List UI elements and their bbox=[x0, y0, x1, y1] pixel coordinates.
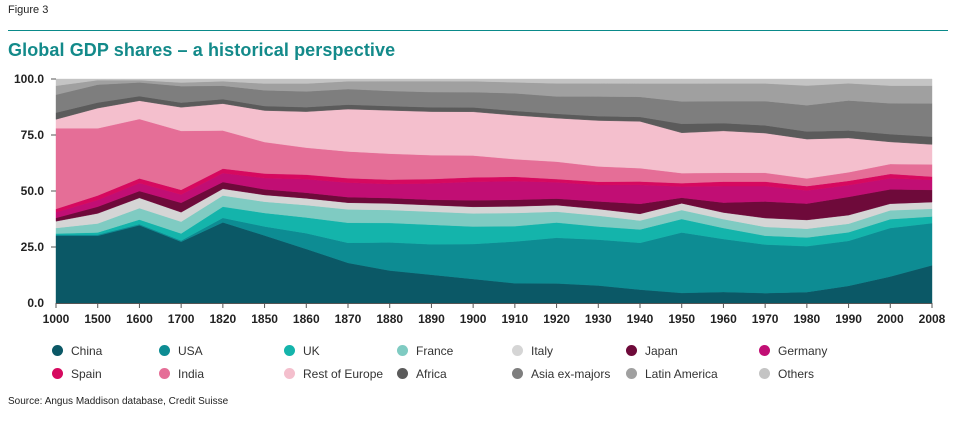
chart-title: Global GDP shares – a historical perspec… bbox=[8, 40, 396, 60]
y-tick-label: 50.0 bbox=[21, 184, 45, 198]
x-tick-label: 1990 bbox=[835, 312, 862, 326]
legend-swatch bbox=[159, 368, 170, 379]
x-tick-label: 1970 bbox=[752, 312, 779, 326]
x-tick-label: 1910 bbox=[502, 312, 529, 326]
legend-item-france: France bbox=[397, 344, 453, 358]
y-tick-label: 25.0 bbox=[21, 240, 45, 254]
legend-label: UK bbox=[303, 344, 320, 358]
legend-swatch bbox=[759, 368, 770, 379]
figure-label: Figure 3 bbox=[8, 4, 49, 16]
legend-label: China bbox=[71, 344, 103, 358]
legend-item-others: Others bbox=[759, 367, 814, 381]
legend-label: Spain bbox=[71, 367, 102, 381]
x-tick-label: 1870 bbox=[335, 312, 362, 326]
x-tick-label: 1890 bbox=[418, 312, 445, 326]
legend-item-india: India bbox=[159, 367, 204, 381]
title-divider bbox=[8, 30, 948, 31]
x-tick-label: 1920 bbox=[543, 312, 570, 326]
legend-label: India bbox=[178, 367, 205, 381]
legend-label: Others bbox=[778, 367, 815, 381]
legend-label: Japan bbox=[645, 344, 678, 358]
legend-item-germany: Germany bbox=[759, 344, 827, 358]
x-tick-label: 1860 bbox=[293, 312, 320, 326]
legend-label: Africa bbox=[416, 367, 447, 381]
legend-swatch bbox=[159, 345, 170, 356]
legend-item-usa: USA bbox=[159, 344, 203, 358]
legend-item-italy: Italy bbox=[512, 344, 553, 358]
legend-label: Rest of Europe bbox=[303, 367, 384, 381]
x-tick-label: 2000 bbox=[877, 312, 904, 326]
legend-swatch bbox=[512, 368, 523, 379]
legend-item-africa: Africa bbox=[397, 367, 447, 381]
legend-label: Italy bbox=[531, 344, 554, 358]
x-tick-label: 1500 bbox=[84, 312, 111, 326]
x-tick-label: 1930 bbox=[585, 312, 612, 326]
x-tick-label: 1850 bbox=[251, 312, 278, 326]
x-tick-label: 2008 bbox=[919, 312, 946, 326]
x-tick-label: 1980 bbox=[794, 312, 821, 326]
x-tick-label: 1700 bbox=[168, 312, 195, 326]
legend-label: Latin America bbox=[645, 367, 718, 381]
x-tick-label: 1880 bbox=[376, 312, 403, 326]
source-note: Source: Angus Maddison database, Credit … bbox=[8, 396, 229, 407]
legend-swatch bbox=[626, 345, 637, 356]
legend-item-asia-ex-majors: Asia ex-majors bbox=[512, 367, 610, 381]
legend-label: Germany bbox=[778, 344, 828, 358]
y-tick-label: 75.0 bbox=[21, 128, 45, 142]
legend-item-china: China bbox=[52, 344, 102, 358]
legend-label: France bbox=[416, 344, 454, 358]
legend-item-japan: Japan bbox=[626, 344, 678, 358]
legend-item-latin-america: Latin America bbox=[626, 367, 718, 381]
y-tick-label: 0.0 bbox=[27, 296, 44, 310]
x-tick-label: 1820 bbox=[210, 312, 237, 326]
legend-swatch bbox=[52, 368, 63, 379]
legend-swatch bbox=[284, 345, 295, 356]
x-tick-label: 1600 bbox=[126, 312, 153, 326]
legend-item-rest-of-europe: Rest of Europe bbox=[284, 367, 383, 381]
legend-swatch bbox=[52, 345, 63, 356]
legend-swatch bbox=[626, 368, 637, 379]
legend-item-uk: UK bbox=[284, 344, 320, 358]
legend-swatch bbox=[284, 368, 295, 379]
x-tick-label: 1000 bbox=[43, 312, 70, 326]
legend-swatch bbox=[512, 345, 523, 356]
area-others bbox=[55, 78, 933, 86]
legend-swatch bbox=[397, 368, 408, 379]
legend-swatch bbox=[759, 345, 770, 356]
x-tick-label: 1940 bbox=[627, 312, 654, 326]
x-tick-label: 1950 bbox=[668, 312, 695, 326]
y-tick-label: 100.0 bbox=[14, 72, 44, 86]
x-tick-label: 1900 bbox=[460, 312, 487, 326]
legend-swatch bbox=[397, 345, 408, 356]
legend-label: USA bbox=[178, 344, 203, 358]
legend-item-spain: Spain bbox=[52, 367, 102, 381]
x-tick-label: 1960 bbox=[710, 312, 737, 326]
legend-label: Asia ex-majors bbox=[531, 367, 611, 381]
